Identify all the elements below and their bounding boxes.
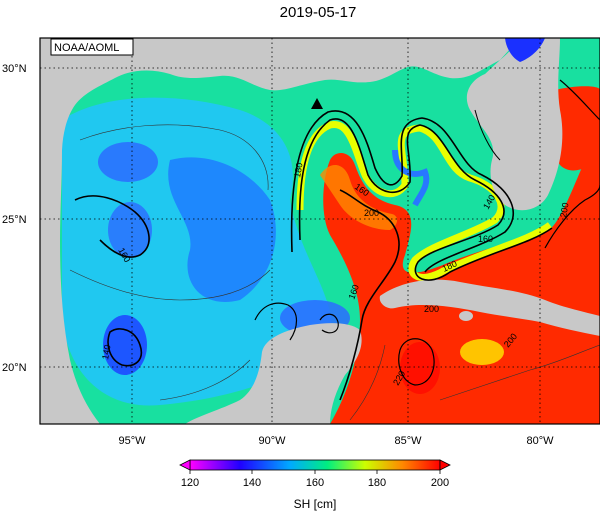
land-florida bbox=[466, 38, 563, 211]
colorbar-tick-label: 200 bbox=[431, 477, 449, 489]
land-isla-juventud bbox=[459, 311, 473, 321]
colorbar-tick-label: 140 bbox=[243, 477, 261, 489]
atlantic-low bbox=[505, 38, 545, 62]
colorbar-gradient bbox=[189, 459, 441, 471]
contour-label: 200 bbox=[424, 304, 439, 314]
warm-eddy-core bbox=[400, 342, 440, 394]
credit-label: NOAA/AOML bbox=[54, 42, 119, 54]
credit-box bbox=[50, 38, 134, 56]
colorbar-label: SH [cm] bbox=[294, 497, 337, 511]
cool-core bbox=[168, 157, 276, 302]
land-central-america bbox=[240, 400, 300, 424]
gridlines bbox=[40, 38, 600, 424]
land-north bbox=[40, 38, 520, 150]
lon-label: 90°W bbox=[258, 435, 286, 447]
front-blue bbox=[392, 149, 430, 207]
colorbar-tick-label: 180 bbox=[368, 477, 386, 489]
contour-label: 200 bbox=[364, 208, 379, 218]
colorbar-tick-label: 160 bbox=[306, 477, 324, 489]
map-frame bbox=[39, 37, 600, 425]
map-area: 180 160 200 160 180 140 160 200 160 140 … bbox=[40, 38, 600, 424]
land-bahamas bbox=[518, 156, 530, 164]
contour-label: 200 bbox=[558, 202, 570, 219]
land-yucatan bbox=[185, 323, 362, 424]
lon-label: 95°W bbox=[118, 435, 146, 447]
land-west bbox=[40, 150, 100, 424]
contour-label: 160 bbox=[346, 283, 361, 301]
land-cuba bbox=[379, 279, 600, 336]
cool-eddy-north bbox=[98, 142, 158, 182]
warm-eddy-yellow bbox=[460, 339, 504, 365]
lon-label: 80°W bbox=[526, 435, 554, 447]
colorbar: 120 140 160 180 200 SH [cm] bbox=[179, 459, 451, 511]
colorbar-max-arrow bbox=[439, 459, 451, 471]
lat-label: 20°N bbox=[2, 362, 27, 374]
map-title: 2019-05-17 bbox=[280, 4, 357, 21]
lat-label: 25°N bbox=[2, 214, 27, 226]
lon-label: 85°W bbox=[394, 435, 422, 447]
contour-label: 160 bbox=[478, 234, 493, 244]
cool-eddy-west bbox=[108, 202, 152, 258]
contour-label: 140 bbox=[100, 344, 112, 361]
warm-orange-band bbox=[320, 164, 398, 230]
front-yellow bbox=[296, 121, 553, 281]
colorbar-min-arrow bbox=[179, 459, 191, 471]
contours bbox=[69, 79, 600, 421]
colorbar-ticks bbox=[189, 470, 441, 474]
lat-label: 30°N bbox=[2, 63, 27, 75]
contour-label: 180 bbox=[292, 162, 304, 179]
buoy-triangle-marker bbox=[311, 98, 323, 109]
colorbar-tick-label: 120 bbox=[181, 477, 199, 489]
